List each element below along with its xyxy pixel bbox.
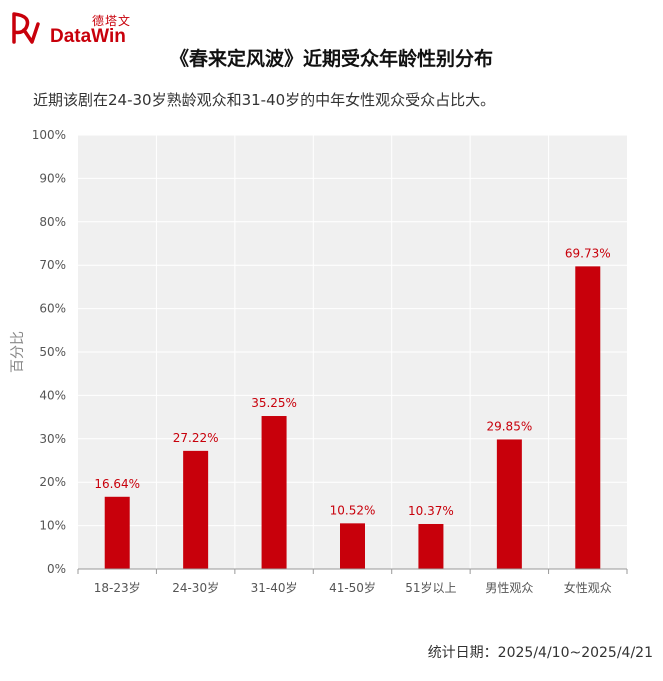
x-tick-label: 24-30岁 xyxy=(172,580,219,595)
data-label: 35.25% xyxy=(251,396,297,410)
brand-name-en: DataWin xyxy=(50,26,126,47)
datawin-logo-icon xyxy=(12,12,40,44)
y-axis-ticks: 0% 10% 20% 30% 40% 50% 60% 70% 80% 90% 100% xyxy=(32,128,66,576)
y-tick-label: 60% xyxy=(39,302,66,316)
y-tick-label: 50% xyxy=(39,345,66,359)
date-range: 统计日期：2025/4/10~2025/4/21 xyxy=(427,645,653,661)
data-label: 29.85% xyxy=(486,419,532,433)
y-tick-label: 80% xyxy=(39,215,66,229)
chart-subtitle: 近期该剧在24-30岁熟龄观众和31-40岁的中年女性观众受众占比大。 xyxy=(33,91,496,109)
data-label: 27.22% xyxy=(173,431,219,445)
y-tick-label: 20% xyxy=(39,475,66,489)
x-tick-label: 51岁以上 xyxy=(405,580,456,595)
y-tick-label: 10% xyxy=(39,519,66,533)
bar xyxy=(261,416,287,569)
brand-logo: 德塔文 DataWin xyxy=(10,8,150,48)
bar xyxy=(575,266,601,569)
x-tick-label: 31-40岁 xyxy=(251,580,298,595)
x-tick-label: 女性观众 xyxy=(564,580,612,595)
bar xyxy=(340,523,365,569)
data-label: 16.64% xyxy=(94,477,140,491)
y-tick-label: 30% xyxy=(39,432,66,446)
data-label: 69.73% xyxy=(565,246,611,260)
x-tick-label: 男性观众 xyxy=(485,581,533,595)
x-axis-ticks: 18-23岁 24-30岁 31-40岁 41-50岁 51岁以上 男性观众 女性观众 xyxy=(77,569,628,595)
brand-name-cn: 德塔文 xyxy=(92,14,132,28)
y-tick-label: 70% xyxy=(39,258,66,272)
y-tick-label: 0% xyxy=(47,562,66,576)
bar xyxy=(418,523,444,569)
data-label: 10.52% xyxy=(330,503,376,517)
bar xyxy=(496,439,522,569)
bar xyxy=(183,450,209,569)
bar xyxy=(104,496,130,569)
x-tick-label: 41-50岁 xyxy=(329,580,376,595)
y-axis-label: 百分比 xyxy=(10,331,26,373)
y-tick-label: 100% xyxy=(32,128,66,142)
data-labels: 16.64% 27.22% 35.25% 10.52% 10.37% 29.85% 69.7… xyxy=(94,246,610,518)
x-tick-label: 18-23岁 xyxy=(94,580,141,595)
chart-title: 《春来定风波》近期受众年龄性别分布 xyxy=(169,48,493,70)
bars xyxy=(104,266,601,569)
y-tick-label: 90% xyxy=(39,171,66,185)
data-label: 10.37% xyxy=(408,504,454,518)
y-tick-label: 40% xyxy=(39,388,66,402)
